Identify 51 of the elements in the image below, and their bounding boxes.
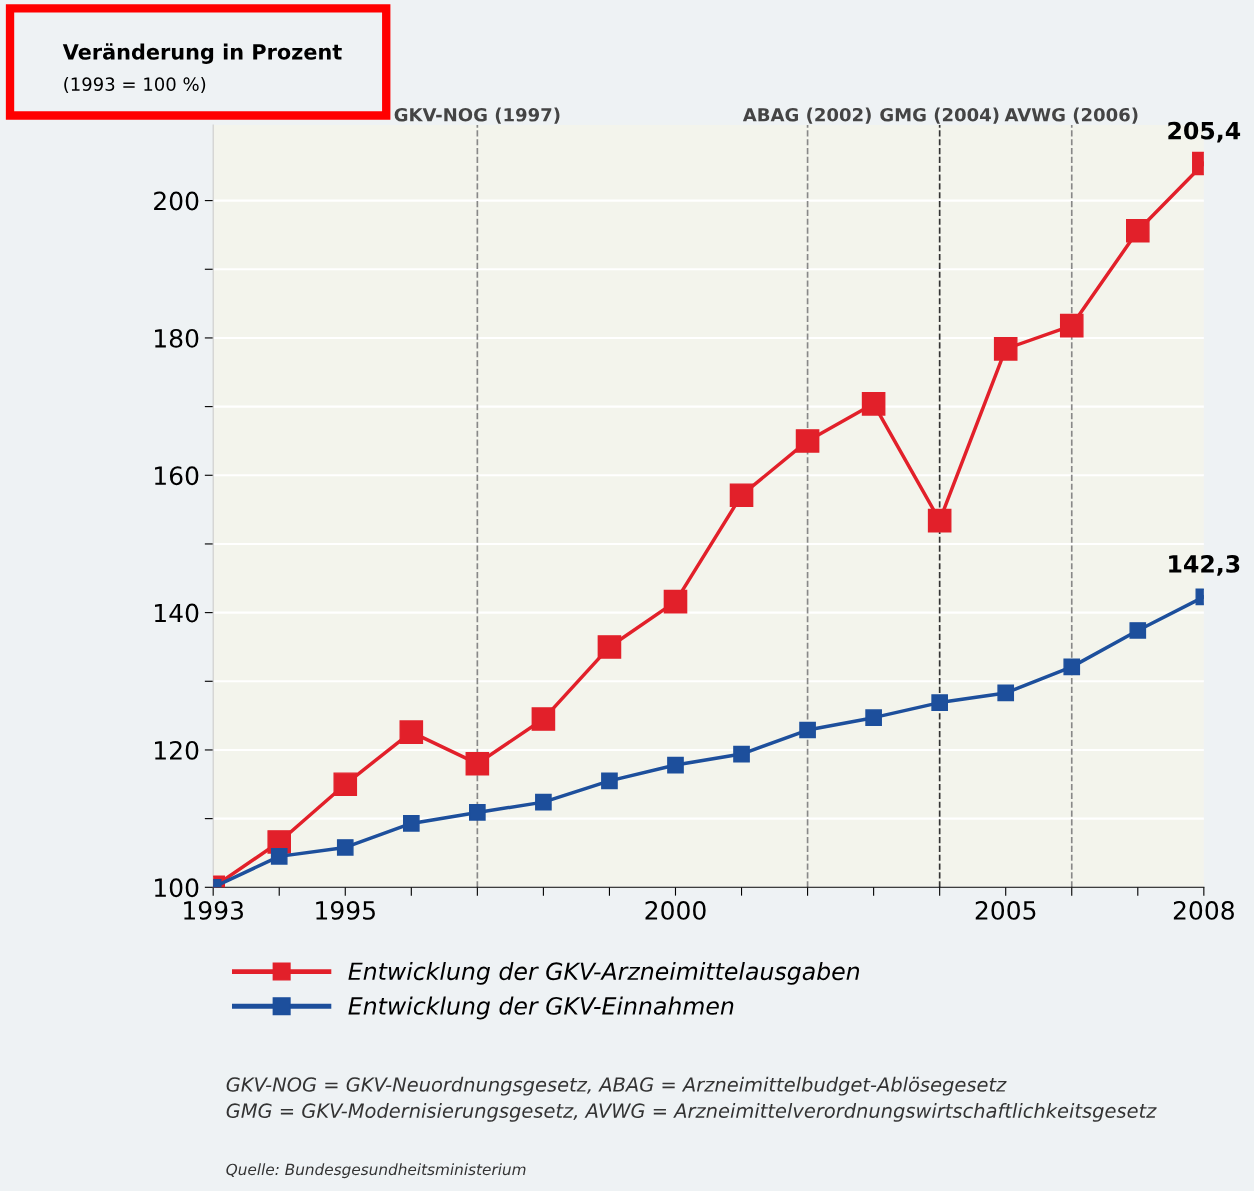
ref-line-label: GKV-NOG (1997) <box>394 107 560 124</box>
point <box>469 804 486 821</box>
text: GKV-NOG = GKV-Neuordnungsgesetz, ABAG = Arzneimittelbudget-Ablösegesetz <box>226 1076 1007 1096</box>
y-tick-label: 160 <box>155 466 199 486</box>
point <box>399 720 424 744</box>
point <box>927 508 952 533</box>
point <box>997 684 1015 702</box>
point <box>733 745 750 763</box>
point <box>663 589 688 614</box>
point <box>1063 658 1081 676</box>
chart-title: Veränderung in Prozent <box>62 43 342 64</box>
point <box>270 848 288 865</box>
point <box>1125 219 1150 243</box>
point <box>729 483 754 507</box>
point <box>1129 622 1147 639</box>
x-tick-label: 1995 <box>316 900 375 920</box>
point <box>865 709 882 727</box>
ref-line-label: GMG (2004) <box>880 107 999 124</box>
ref-line-label: ABAG (2002) <box>742 107 871 124</box>
x-tick-label: 2008 <box>1173 900 1234 920</box>
x-tick-label: 2005 <box>975 900 1036 920</box>
point <box>799 721 816 739</box>
x-tick-label: 2000 <box>645 900 706 920</box>
y-tick-label: 200 <box>154 191 199 211</box>
point <box>597 635 622 659</box>
point <box>535 793 552 811</box>
chart-subtitle: (1993 = 100 %) <box>64 77 206 94</box>
point <box>531 707 556 731</box>
legend-label: Entwicklung der GKV-Arzneimittelausgaben <box>348 961 860 985</box>
point <box>1059 313 1084 338</box>
y-tick-label: 140 <box>155 603 199 623</box>
point <box>336 839 354 856</box>
point <box>931 694 948 711</box>
point <box>993 337 1018 361</box>
y-tick-label: 180 <box>155 328 199 348</box>
y-tick-label: 100 <box>155 878 199 898</box>
source-note: Quelle: Bundesgesundheitsministerium <box>226 1163 526 1179</box>
data-label: 205,4 <box>1168 121 1241 143</box>
point <box>861 392 886 416</box>
point <box>465 751 490 776</box>
legend-label: Entwicklung der GKV-Einnahmen <box>348 996 734 1020</box>
text: GMG = GKV-Modernisierungsgesetz, AVWG = Arzneimittelverordnungswirtschaftlichkeitsgesetz <box>226 1102 1157 1122</box>
point <box>601 772 618 790</box>
point <box>402 815 420 832</box>
point <box>333 772 358 797</box>
point <box>795 429 820 453</box>
y-tick-label: 120 <box>155 740 199 760</box>
ref-line-label: AVWG (2006) <box>1004 107 1138 124</box>
data-label: 142,3 <box>1169 554 1240 576</box>
x-tick-label: 1993 <box>184 900 243 920</box>
point <box>667 756 684 774</box>
